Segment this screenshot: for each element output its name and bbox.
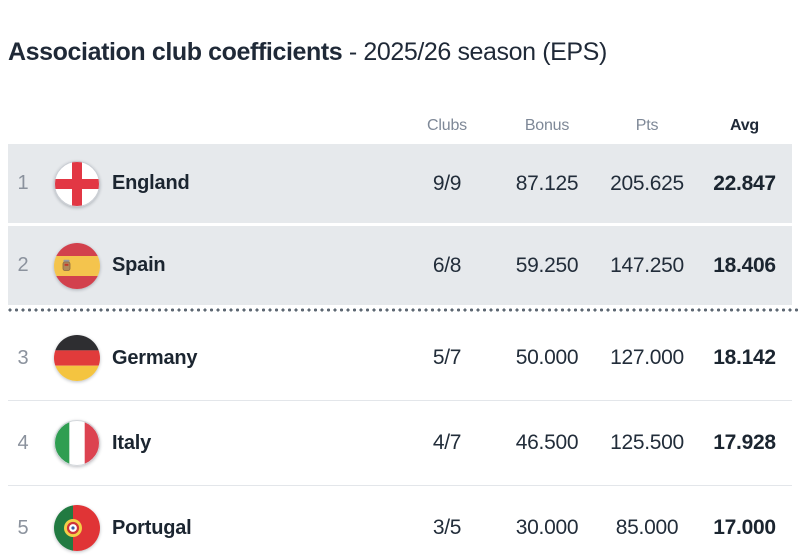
table-row-italy[interactable]: 4 Italy 4/7 46.500 125. <box>8 401 792 486</box>
clubs-value: 4/7 <box>432 431 462 454</box>
country-name: Portugal <box>112 516 192 539</box>
bonus-value: 50.000 <box>515 346 579 369</box>
avg-value: 18.142 <box>713 346 776 369</box>
bonus-value: 46.500 <box>515 431 579 454</box>
table-row-england[interactable]: 1 England 9/9 87.125 20 <box>8 144 792 223</box>
pts-value: 85.000 <box>615 516 679 539</box>
clubs-value: 6/8 <box>432 253 462 277</box>
rank-number: 3 <box>17 346 29 369</box>
avg-value: 17.928 <box>713 431 776 454</box>
england-flag-icon <box>54 160 100 207</box>
pts-value: 127.000 <box>610 346 684 369</box>
table-row-portugal[interactable]: 5 Portugal 3/5 <box>8 486 792 555</box>
rank-number: 4 <box>17 431 29 454</box>
clubs-value: 3/5 <box>432 516 462 539</box>
table-row-germany[interactable]: 3 Germany 5/7 50.000 127.000 1 <box>8 316 792 401</box>
coefficients-table: Clubs Bonus Pts Avg 1 <box>8 107 800 555</box>
rank-number: 5 <box>17 516 29 539</box>
germany-flag-icon <box>54 335 100 381</box>
pts-value: 147.250 <box>610 253 684 277</box>
rank-number: 1 <box>17 172 29 194</box>
avg-value: 18.406 <box>713 253 776 277</box>
column-header-bonus: Bonus <box>524 116 570 134</box>
column-header-clubs: Clubs <box>427 116 467 134</box>
country-name: Germany <box>112 346 198 369</box>
bonus-value: 87.125 <box>515 171 579 195</box>
pts-value: 205.625 <box>610 171 684 195</box>
clubs-value: 5/7 <box>432 346 462 369</box>
column-header-avg: Avg <box>729 116 760 134</box>
spain-flag-icon <box>54 242 100 289</box>
bonus-value: 30.000 <box>515 516 579 539</box>
page-title-season: - 2025/26 season (EPS) <box>348 38 607 66</box>
table-header-row: Clubs Bonus Pts Avg <box>8 107 792 144</box>
italy-flag-icon <box>54 420 100 466</box>
country-name: Italy <box>112 431 152 454</box>
page-title: Association club coefficients - 2025/26 … <box>8 37 607 67</box>
clubs-value: 9/9 <box>432 171 462 195</box>
qualification-cutoff-dotted-line <box>8 305 800 316</box>
avg-value: 17.000 <box>713 516 776 539</box>
country-name: Spain <box>112 254 166 276</box>
column-header-pts: Pts <box>635 116 659 134</box>
page-title-main: Association club coefficients <box>8 38 343 66</box>
avg-value: 22.847 <box>713 171 776 195</box>
table-row-spain[interactable]: 2 Spain <box>8 226 792 305</box>
country-name: England <box>112 172 190 194</box>
portugal-flag-icon <box>54 505 100 551</box>
pts-value: 125.500 <box>610 431 684 454</box>
bonus-value: 59.250 <box>515 253 579 277</box>
rank-number: 2 <box>17 254 29 276</box>
